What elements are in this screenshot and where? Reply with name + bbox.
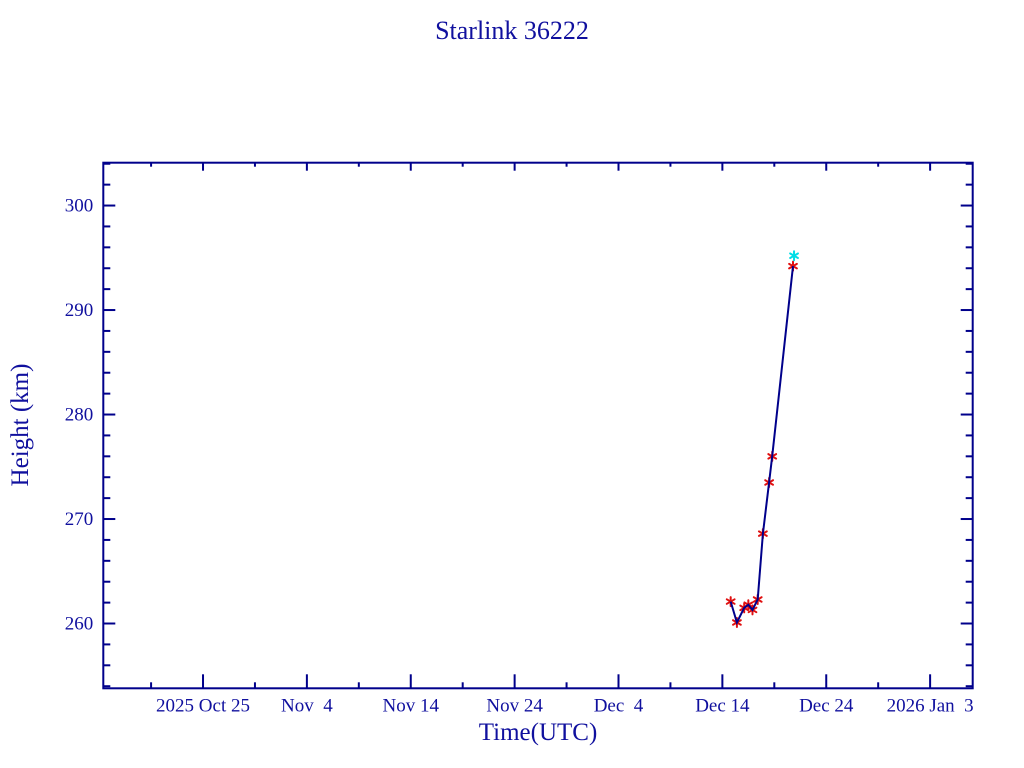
series-observed-height <box>725 260 798 628</box>
plot-layers: 2025 Oct 25 Nov 4 Nov 14 Nov 24 Dec 4 Dec 14 D… <box>65 161 974 717</box>
axis-ticks <box>103 162 973 689</box>
y-tick-label: 270 <box>65 509 94 530</box>
x-tick-label: 2026 Jan 3 <box>887 695 974 716</box>
y-tick-label: 300 <box>65 196 94 217</box>
y-tick-label: 280 <box>65 405 94 426</box>
chart-title: Starlink 36222 <box>435 16 589 45</box>
y-tick-label: 290 <box>65 300 94 321</box>
y-tick-label: 260 <box>65 614 94 635</box>
series-latest-height <box>789 250 799 262</box>
x-tick-label: Nov 14 <box>383 695 440 716</box>
x-tick-label: 2025 Oct 25 <box>156 695 250 716</box>
x-tick-label: Dec 14 <box>695 695 750 716</box>
tick-labels: 2025 Oct 25 Nov 4 Nov 14 Nov 24 Dec 4 Dec 14 D… <box>65 196 974 717</box>
data-point-marker <box>789 250 799 262</box>
x-tick-label: Dec 24 <box>799 695 854 716</box>
x-tick-label: Nov 24 <box>486 695 543 716</box>
series-line-observed-height <box>729 265 794 626</box>
y-axis-title: Height (km) <box>7 364 34 487</box>
plot-frame <box>102 161 974 690</box>
x-tick-label: Dec 4 <box>594 695 644 716</box>
x-axis-title: Time(UTC) <box>479 719 598 746</box>
x-tick-label: Nov 4 <box>281 695 333 716</box>
